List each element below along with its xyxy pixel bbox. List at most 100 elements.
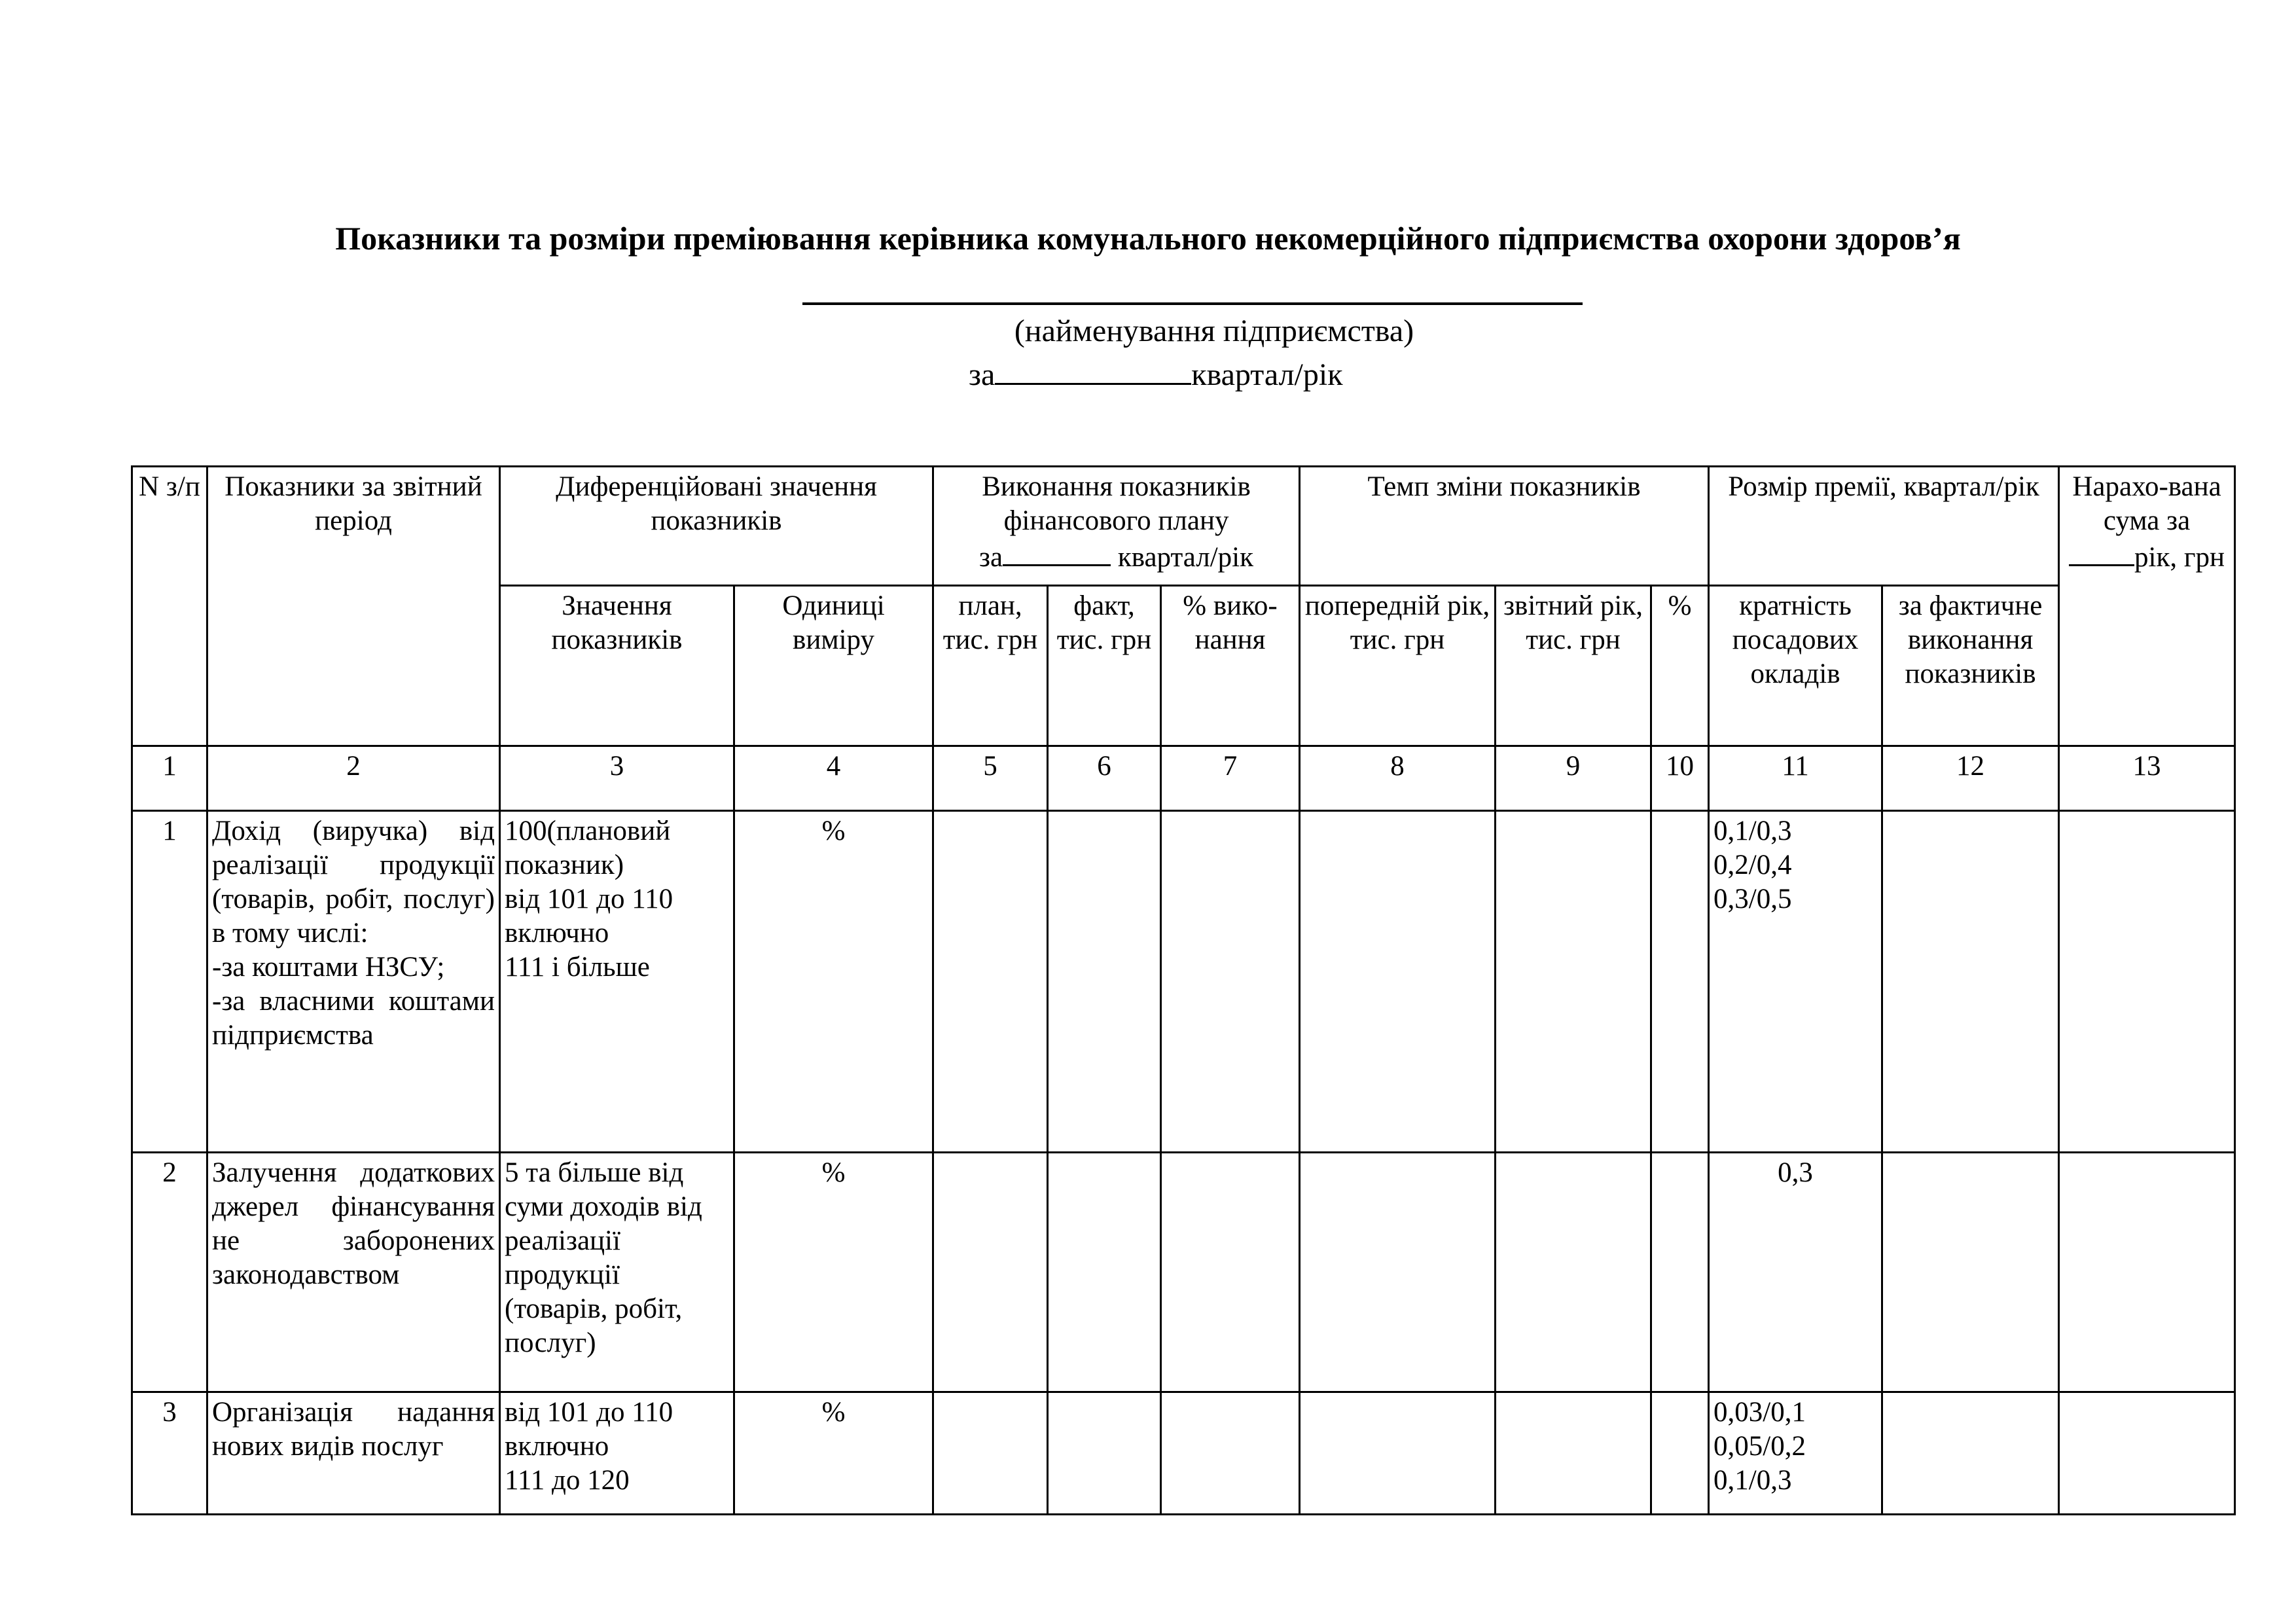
fin-plan-suffix: квартал/рік [1117,542,1254,573]
empty-cell [1494,810,1653,1153]
enterprise-name-line [802,302,1583,305]
empty-cell [932,810,1049,1153]
table-row: 3 Організація надання нових видів послуг в… [131,1391,2236,1515]
header-num: N з/п [131,465,208,747]
column-number: 2 [206,745,501,812]
indicator-cell: Залучення додаткових джерел фінансування… [206,1151,501,1393]
period-line: за квартал/рік [969,357,1414,393]
empty-cell [1881,810,2060,1153]
value-text: від 101 до 110 включно [505,1397,673,1462]
bonus-value: 0,1/0,3 [1713,1465,1792,1496]
header-indicators: Показники за звітний період [206,465,501,747]
column-number: 1 [131,745,208,812]
column-number: 12 [1881,745,2060,812]
header-pct: % [1650,585,1710,747]
column-number: 3 [499,745,735,812]
empty-cell [1650,1151,1710,1393]
empty-cell [2058,1391,2236,1515]
empty-cell [1047,1151,1162,1393]
accrued-label: Нарахо-вана сума за [2072,471,2221,536]
header-rate: Темп зміни показників [1299,465,1710,586]
column-number: 11 [1708,745,1884,812]
empty-cell [1881,1391,2060,1515]
empty-cell [1650,810,1710,1153]
empty-cell [1299,1391,1497,1515]
accrued-blank [2069,538,2135,566]
unit-cell: % [732,1151,935,1393]
column-number: 8 [1299,745,1497,812]
header-fact: факт, тис. грн [1047,585,1162,747]
table-row: 2 Залучення додаткових джерел фінансуванн… [131,1151,2236,1393]
values-cell: від 101 до 110 включно 111 до 120 [499,1391,735,1515]
column-number: 7 [1160,745,1301,812]
empty-cell [1299,1151,1497,1393]
empty-cell [1160,1391,1301,1515]
value-text: 111 до 120 [505,1465,630,1496]
header-values: Значення показників [499,585,735,747]
indicator-cell: Організація надання нових видів послуг [206,1391,501,1515]
unit-cell: % [732,810,935,1153]
indicator-text: Залучення додаткових джерел фінансування… [212,1157,495,1290]
bonus-cell: 0,03/0,1 0,05/0,2 0,1/0,3 [1708,1391,1884,1515]
header-plan: план, тис. грн [932,585,1049,747]
empty-cell [1160,1151,1301,1393]
empty-cell [2058,1151,2236,1393]
header-units: Одиниці виміру [732,585,935,747]
empty-cell [1494,1151,1653,1393]
empty-cell [932,1151,1049,1393]
bonus-table: N з/п Показники за звітний період Дифере… [131,465,2236,1515]
empty-cell [2058,810,2236,1153]
header-actual-exec: за фактичне виконання показників [1881,585,2060,747]
header-pct-exec: % вико-нання [1160,585,1301,747]
value-text: від 101 до 110 включно [505,884,673,948]
header-fin-plan: Виконання показників фінансового плану за… [932,465,1301,586]
column-number: 13 [2058,745,2236,812]
bonus-value: 0,05/0,2 [1713,1431,1806,1462]
values-cell: 5 та більше від суми доходів від реаліза… [499,1151,735,1393]
document-title: Показники та розміри преміювання керівни… [335,220,1961,257]
accrued-suffix: рік, грн [2134,542,2225,573]
column-number: 10 [1650,745,1710,812]
bonus-value: 0,2/0,4 [1713,850,1792,880]
empty-cell [1299,810,1497,1153]
indicator-text: Дохід (виручка) від реалізації продукції… [212,816,495,948]
value-text: 5 та більше від суми доходів від реаліза… [505,1157,702,1358]
row-number: 2 [131,1151,208,1393]
header-report-year: звітний рік, тис. грн [1494,585,1653,747]
indicator-text: -за коштами НЗСУ; [212,952,445,983]
fin-plan-label: Виконання показників фінансового плану [982,471,1251,536]
header-diff-values: Диференційовані значення показників [498,465,935,586]
empty-cell [1650,1391,1710,1515]
fin-plan-blank [1003,538,1111,566]
column-number: 5 [932,745,1049,812]
row-number: 3 [131,1391,208,1515]
header-multiplicity: кратність посадових окладів [1708,585,1884,747]
empty-cell [1047,810,1162,1153]
empty-cell [1881,1151,2060,1393]
column-number: 6 [1047,745,1162,812]
unit-cell: % [732,1391,935,1515]
header-bonus: Розмір премії, квартал/рік [1708,465,2060,586]
period-prefix: за [969,357,996,392]
bonus-value: 0,3/0,5 [1713,884,1792,914]
header-accrued: Нарахо-вана сума за рік, грн [2058,465,2236,747]
header-prev-year: попередній рік, тис. грн [1299,585,1497,747]
empty-cell [932,1391,1049,1515]
value-text: 111 і більше [505,952,650,983]
header-row-2: Значення показників Одиниці виміру план,… [132,585,2235,747]
bonus-cell: 0,3 [1708,1151,1884,1393]
column-number: 4 [732,745,935,812]
column-numbers-row: 1 2 3 4 5 6 7 8 9 10 11 12 13 [131,745,2236,812]
enterprise-caption: (найменування підприємства) [1014,314,1414,348]
period-blank [995,357,1192,385]
bonus-value: 0,3 [1778,1157,1813,1188]
bonus-cell: 0,1/0,3 0,2/0,4 0,3/0,5 [1708,810,1884,1153]
indicator-text: -за власними коштами підприємства [212,986,495,1051]
row-number: 1 [131,810,208,1153]
indicator-cell: Дохід (виручка) від реалізації продукції… [206,810,501,1153]
empty-cell [1047,1391,1162,1515]
empty-cell [1160,810,1301,1153]
table-row: 1 Дохід (виручка) від реалізації продукці… [131,810,2236,1153]
header-row-1: N з/п Показники за звітний період Дифере… [131,465,2236,747]
value-text: 100(плановий показник) [505,816,671,880]
